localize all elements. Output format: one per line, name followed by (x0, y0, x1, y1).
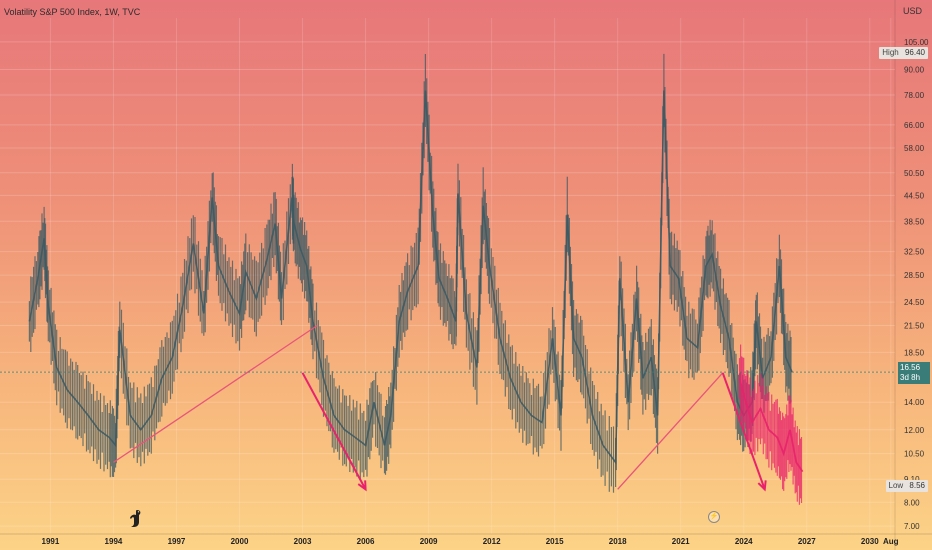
x-tick-label: 2018 (609, 537, 627, 546)
y-tick-label: 50.50 (904, 169, 925, 178)
x-tick-label: 2000 (231, 537, 249, 546)
x-tick-label: 1997 (168, 537, 186, 546)
y-tick-label: 32.50 (904, 248, 925, 257)
y-tick-label: 21.50 (904, 321, 925, 330)
x-tick-label: 1991 (42, 537, 60, 546)
x-tick-label: 2012 (483, 537, 501, 546)
dino-logo-icon[interactable] (128, 508, 144, 528)
high-price-tag: High 96.40 (879, 47, 928, 59)
y-tick-label: 9.10 (904, 475, 920, 484)
low-tag-value: 8.56 (909, 481, 925, 490)
countdown-label: 3d 8h (900, 373, 921, 382)
currency-label[interactable]: USD (902, 6, 922, 16)
y-tick-label: 24.50 (904, 298, 925, 307)
chart-title: Volatility S&P 500 Index, 1W, TVC (4, 7, 141, 17)
trend-line (113, 324, 318, 463)
arrow-head (357, 480, 367, 492)
x-tick-label: 2024 (735, 537, 753, 546)
last-price-value: 16.56 (900, 363, 921, 372)
x-tick-label: 2003 (294, 537, 312, 546)
low-tag-label: Low (888, 481, 904, 490)
x-tick-label: 2006 (357, 537, 375, 546)
x-tick-label: 2030 (861, 537, 879, 546)
x-tick-label: 1994 (105, 537, 123, 546)
trend-line (617, 372, 724, 490)
y-tick-label: 18.50 (904, 348, 925, 357)
y-tick-label: 7.00 (904, 522, 920, 531)
high-tag-label: High (882, 48, 899, 57)
y-tick-label: 105.00 (904, 38, 929, 47)
x-tick-label: Aug (883, 537, 899, 546)
last-price-tag: 16.56 3d 8h (898, 362, 930, 384)
y-tick-label: 38.50 (904, 217, 925, 226)
x-tick-label: 2015 (546, 537, 564, 546)
arrow-head (757, 480, 767, 492)
low-price-tag: Low 8.56 (885, 480, 928, 492)
x-tick-label: 2027 (798, 537, 816, 546)
y-tick-label: 8.00 (904, 498, 920, 507)
y-tick-label: 28.50 (904, 271, 925, 280)
high-tag-value: 96.40 (904, 48, 925, 57)
x-tick-label: 2021 (672, 537, 690, 546)
y-tick-label: 78.00 (904, 91, 925, 100)
y-tick-label: 58.00 (904, 144, 925, 153)
down-arrow-line (301, 372, 367, 490)
y-tick-label: 14.00 (904, 398, 925, 407)
event-marker-icon[interactable]: ⚡ (708, 511, 720, 523)
y-tick-label: 12.00 (904, 426, 925, 435)
y-tick-label: 66.00 (904, 121, 925, 130)
y-tick-label: 90.00 (904, 65, 925, 74)
y-tick-label: 44.50 (904, 191, 925, 200)
y-tick-label: 10.50 (904, 450, 925, 459)
x-tick-label: 2009 (420, 537, 438, 546)
down-arrow-line (721, 372, 766, 490)
